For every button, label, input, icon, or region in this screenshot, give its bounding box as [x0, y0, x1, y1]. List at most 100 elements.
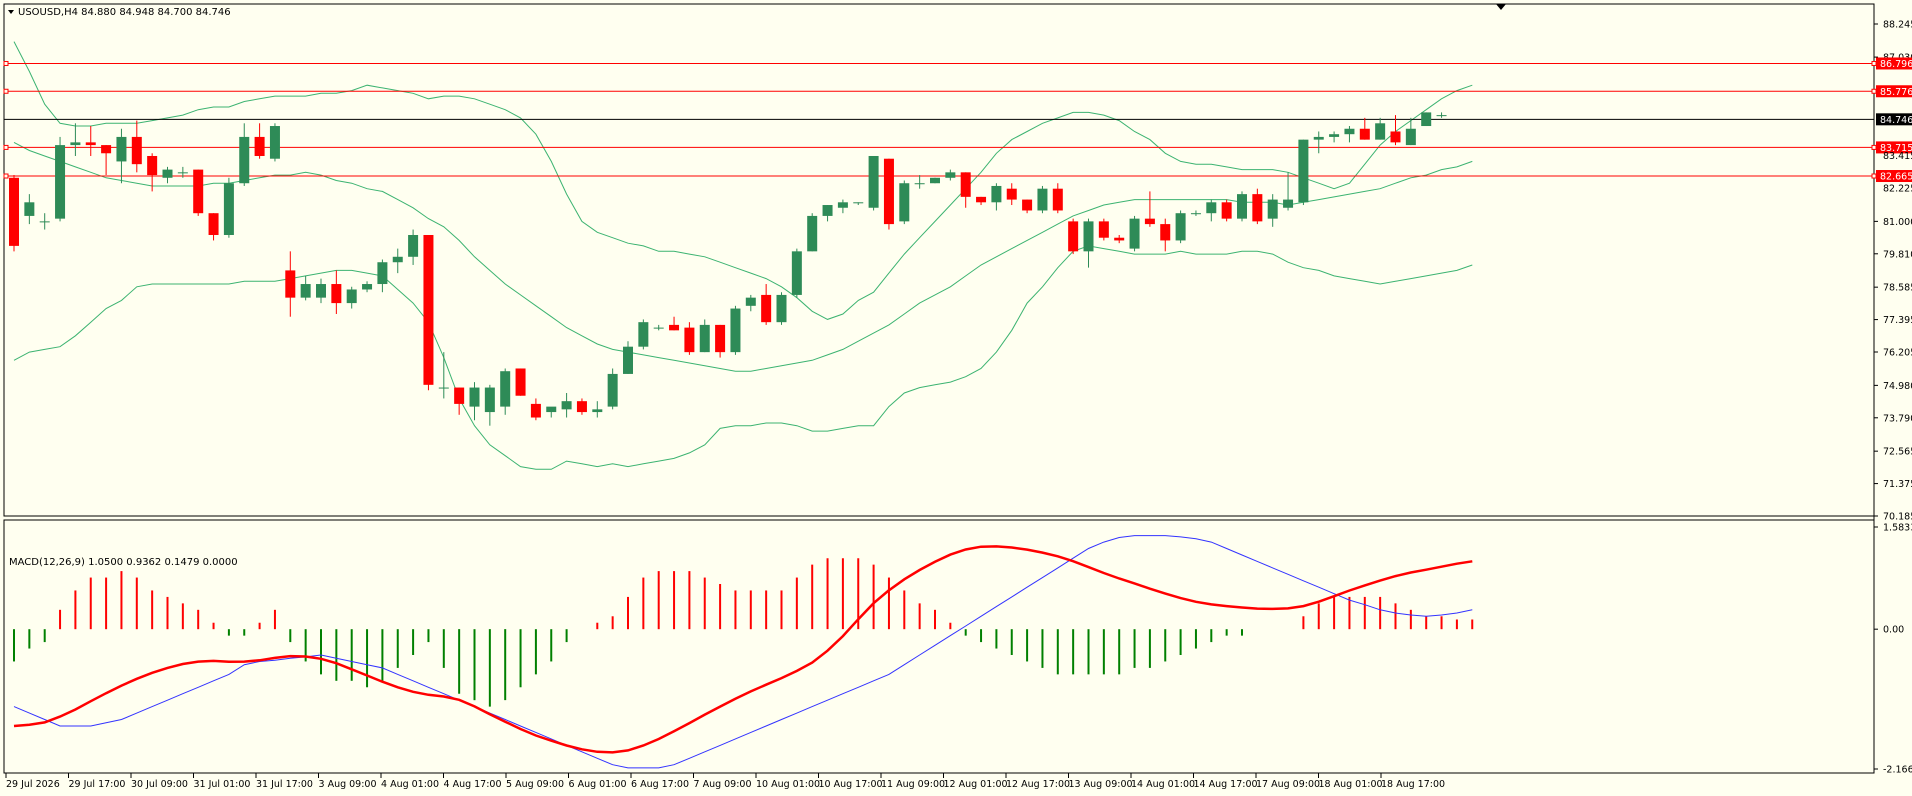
- candle-body: [1237, 194, 1247, 219]
- candle-body: [454, 387, 465, 404]
- level-handle-right-0[interactable]: [1871, 60, 1877, 66]
- time-tick-label: 18 Aug 17:00: [1381, 779, 1445, 790]
- candle-body: [239, 136, 250, 184]
- level-handle-4[interactable]: [3, 173, 9, 179]
- candle-body: [976, 196, 987, 203]
- candle-body: [883, 158, 894, 225]
- time-tick-label: 31 Jul 17:00: [256, 779, 313, 790]
- price-tick-label: 72.565: [1883, 447, 1912, 458]
- dropdown-triangle-icon[interactable]: [8, 10, 14, 14]
- candle-body: [991, 185, 1002, 203]
- candle-body: [837, 202, 848, 208]
- level-handle-0[interactable]: [3, 60, 9, 66]
- level-handle-right-1[interactable]: [1871, 88, 1877, 94]
- price-tick-label: 77.395: [1883, 315, 1912, 326]
- candle-body: [316, 284, 326, 298]
- candle-body: [1022, 199, 1033, 211]
- bollinger-upper-line: [13, 41, 1473, 320]
- price-tick-label: 81.000: [1883, 217, 1912, 228]
- price-tag-label: 83.715: [1880, 143, 1912, 154]
- macd-frame: [3, 519, 1875, 774]
- candle-body: [1359, 128, 1370, 140]
- candle-body: [853, 202, 864, 204]
- candle-body: [776, 294, 787, 323]
- candle-body: [408, 234, 419, 257]
- candle-body: [1190, 213, 1201, 215]
- level-handle-right-3[interactable]: [1871, 144, 1877, 150]
- candle-body: [1405, 128, 1416, 146]
- candle-body: [638, 322, 649, 347]
- price-tag-box: [1876, 85, 1912, 98]
- candle-body: [807, 215, 818, 252]
- time-tick-label: 17 Aug 09:00: [1256, 779, 1320, 790]
- price-tick-label: 74.980: [1883, 381, 1912, 392]
- candle-body: [438, 387, 449, 389]
- candle-body: [1037, 188, 1048, 211]
- candle-body: [1313, 136, 1324, 140]
- candle-body: [1390, 131, 1401, 143]
- level-handle-1[interactable]: [3, 88, 9, 94]
- horizontal-levels[interactable]: [3, 60, 1877, 179]
- candle-body: [1375, 123, 1386, 140]
- candle-body: [1421, 112, 1432, 127]
- candle-body: [960, 172, 971, 197]
- macd-tick-label: 0.00: [1883, 625, 1904, 636]
- candle-body: [39, 221, 50, 223]
- shift-marker-icon[interactable]: [1496, 4, 1506, 10]
- candle-body: [1098, 221, 1109, 238]
- time-tick-label: 13 Aug 09:00: [1069, 779, 1133, 790]
- price-tag-label: 82.665: [1880, 172, 1912, 183]
- level-handle-3[interactable]: [3, 144, 9, 150]
- macd-tick-label: 1.5833: [1883, 523, 1912, 534]
- candle-body: [1068, 221, 1079, 252]
- candle-body: [1252, 194, 1263, 222]
- candle-body: [1283, 199, 1294, 208]
- price-tag-label: 82.225: [1883, 184, 1912, 195]
- candle-body: [85, 142, 96, 146]
- price-tick-label: 76.205: [1883, 348, 1912, 359]
- candle-body: [945, 172, 956, 178]
- price-tag-box: [1876, 57, 1912, 70]
- price-tag-label: 86.796: [1880, 59, 1912, 70]
- time-tick-label: 14 Aug 01:00: [1131, 779, 1195, 790]
- time-tick-label: 31 Jul 01:00: [194, 779, 251, 790]
- time-tick-label: 11 Aug 09:00: [881, 779, 945, 790]
- macd-panel: [13, 535, 1474, 769]
- candle-body: [116, 136, 127, 162]
- candle-body: [254, 136, 265, 156]
- candle-body: [70, 142, 81, 146]
- candle-body: [423, 234, 434, 385]
- price-tick-label: 79.810: [1883, 249, 1912, 260]
- candle-body: [1221, 202, 1232, 219]
- candle-body: [761, 294, 772, 323]
- candle-body: [223, 183, 234, 235]
- candle-body: [546, 406, 557, 413]
- candle-body: [576, 401, 587, 413]
- candle-body: [193, 169, 204, 214]
- price-tag-label: 83.415: [1883, 151, 1912, 162]
- candle-body: [791, 251, 802, 295]
- candle-body: [930, 177, 940, 184]
- candle-body: [131, 136, 142, 165]
- candle-body: [561, 401, 572, 410]
- candle-body: [1436, 115, 1447, 117]
- candle-body: [745, 297, 756, 306]
- candle-body: [285, 270, 296, 298]
- price-tag-label: 85.776: [1880, 87, 1912, 98]
- level-handle-right-4[interactable]: [1871, 173, 1877, 179]
- candle-body: [300, 284, 311, 298]
- time-axis: 29 Jul 2026 29 Jul 17:00 30 Jul 09:00 31 Ju…: [5, 773, 1445, 790]
- candle-body: [1206, 202, 1217, 214]
- candle-body: [162, 169, 173, 178]
- candle-body: [730, 308, 741, 353]
- candle-body: [1175, 213, 1186, 241]
- price-tick-label: 88.245: [1883, 20, 1912, 31]
- candle-body: [101, 145, 112, 154]
- time-tick-label: 6 Aug 01:00: [569, 779, 627, 790]
- candle-body: [177, 172, 188, 174]
- price-tag-box: [1876, 170, 1912, 183]
- time-tick-label: 29 Jul 2026: [6, 779, 60, 790]
- time-tick-label: 18 Aug 01:00: [1319, 779, 1383, 790]
